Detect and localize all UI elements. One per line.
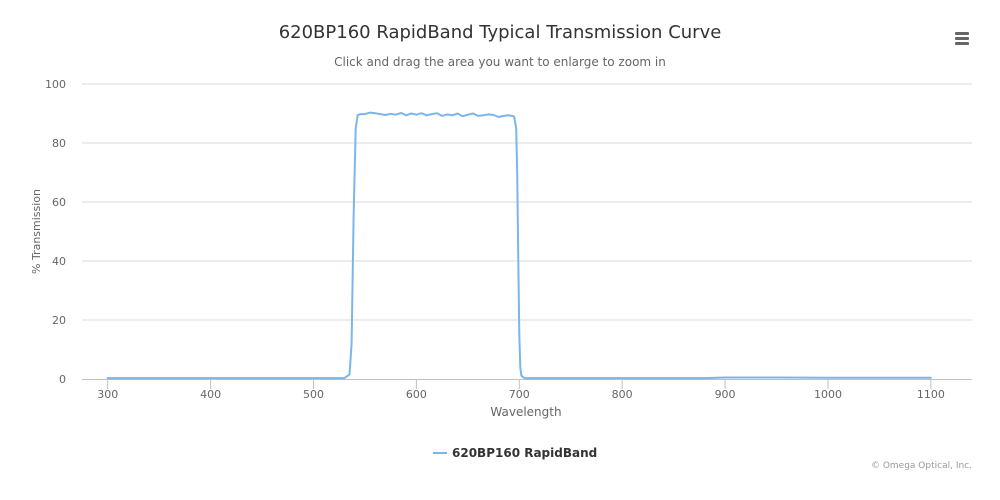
x-tick-label: 800 <box>612 388 633 401</box>
x-tick-label: 1100 <box>917 388 945 401</box>
y-tick-label: 80 <box>52 137 66 150</box>
x-tick-label: 900 <box>715 388 736 401</box>
legend-item[interactable]: 620BP160 RapidBand <box>433 446 597 460</box>
y-tick-label: 0 <box>59 373 66 386</box>
series-layer <box>106 111 932 380</box>
series-line[interactable] <box>106 111 932 380</box>
y-axis-title: % Transmission <box>30 189 43 274</box>
menu-bar <box>955 37 969 40</box>
grid-layer <box>82 83 972 321</box>
x-tick-label: 300 <box>97 388 118 401</box>
y-tick-label: 100 <box>45 78 66 91</box>
chart-title: 620BP160 RapidBand Typical Transmission … <box>278 22 722 43</box>
credits-text[interactable]: © Omega Optical, Inc. <box>870 461 972 471</box>
x-tick-label: 400 <box>200 388 221 401</box>
chart-subtitle: Click and drag the area you want to enla… <box>334 55 666 69</box>
hamburger-menu-icon[interactable] <box>950 28 974 50</box>
menu-bar <box>955 32 969 35</box>
y-tick-label: 60 <box>52 196 66 209</box>
x-tick-label: 1000 <box>814 388 842 401</box>
legend-layer: 620BP160 RapidBand <box>433 446 597 460</box>
y-tick-label: 20 <box>52 314 66 327</box>
x-tick-label: 600 <box>406 388 427 401</box>
x-axis-title: Wavelength <box>490 405 561 419</box>
x-tick-label: 500 <box>303 388 324 401</box>
x-tick-label: 700 <box>509 388 530 401</box>
y-tick-label: 40 <box>52 255 66 268</box>
menu-bar <box>955 42 969 45</box>
axis-layer: 0 20 40 60 80 100 300 400 500 600 700 800 900 1000 110… <box>30 78 972 419</box>
legend-label: 620BP160 RapidBand <box>452 446 597 460</box>
